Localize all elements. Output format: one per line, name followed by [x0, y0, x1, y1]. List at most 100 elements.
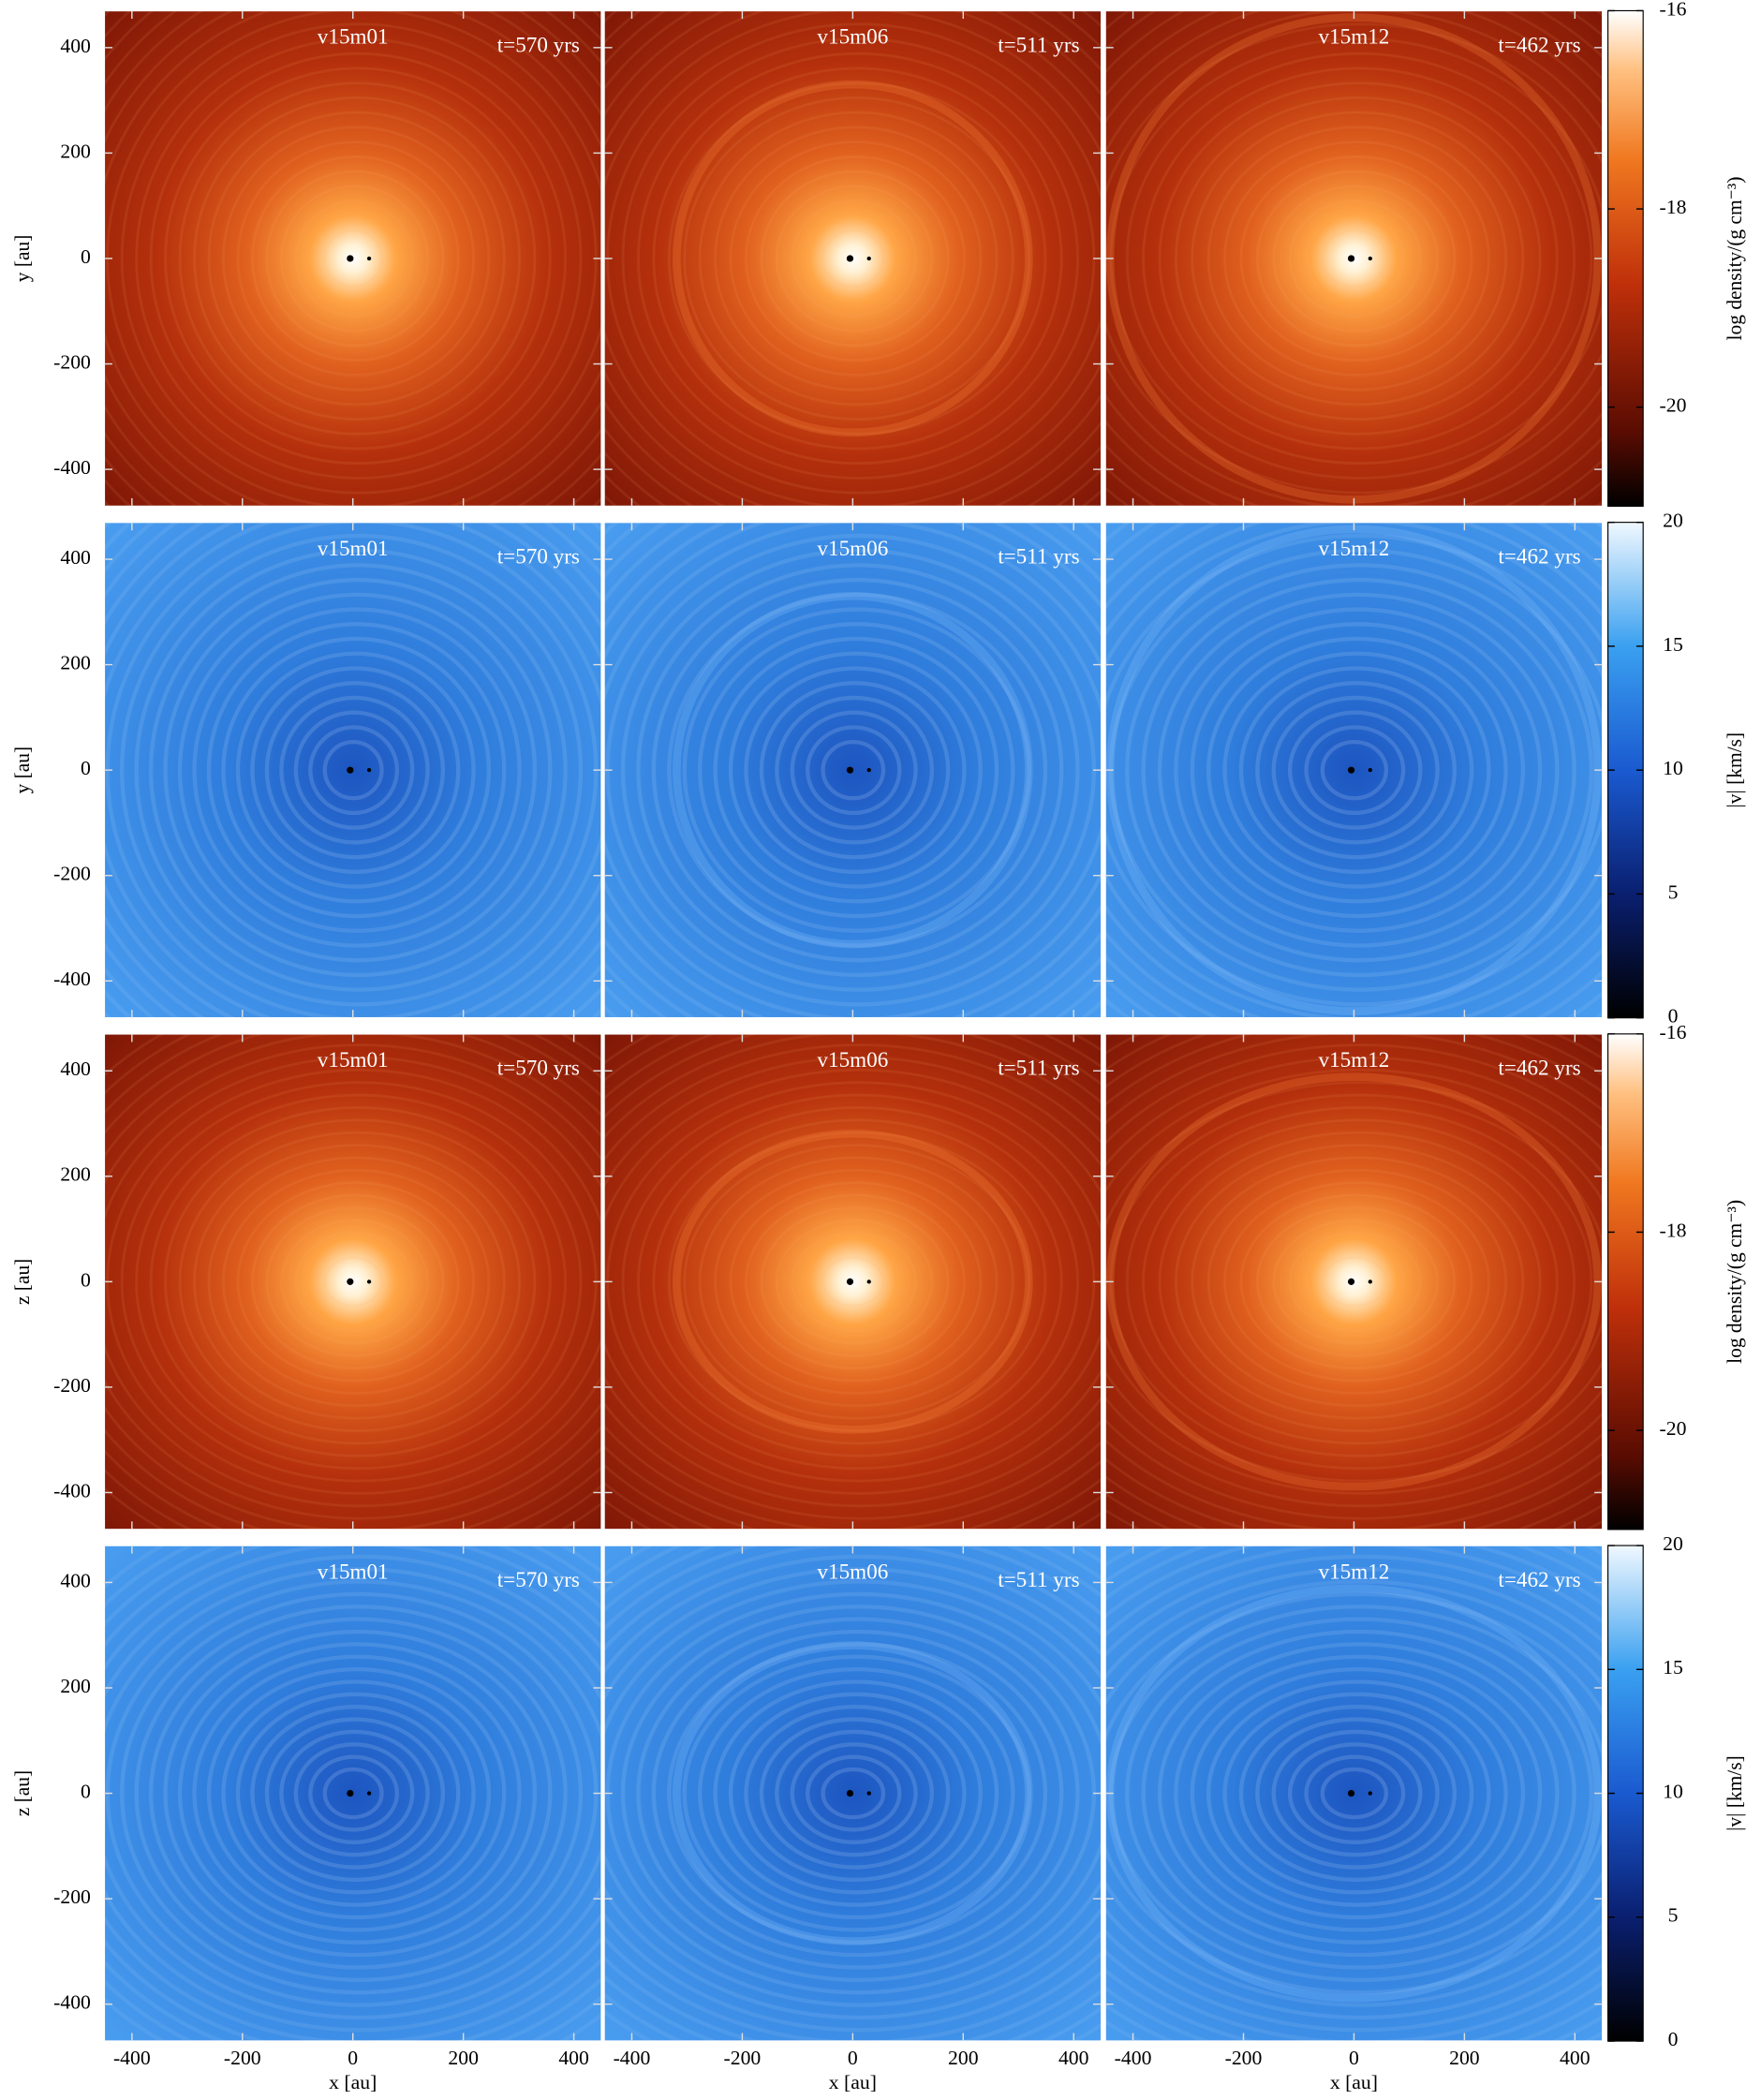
ring — [222, 126, 491, 392]
ring — [744, 1705, 967, 1883]
ring — [698, 622, 1015, 919]
ring — [293, 710, 415, 830]
model-label: v15m06 — [817, 537, 888, 560]
ring — [323, 1256, 383, 1308]
y-tick-label: -200 — [53, 1886, 91, 1908]
ring — [1320, 1767, 1389, 1820]
ring — [713, 1679, 999, 1907]
ring — [667, 1131, 1047, 1433]
ring — [1272, 185, 1440, 333]
y-axis-label: z [au] — [11, 1259, 34, 1305]
sink — [347, 1789, 354, 1797]
model-label: v15m01 — [318, 537, 389, 560]
ring — [1238, 666, 1474, 874]
colorbar-tick-label: 10 — [1663, 1781, 1683, 1803]
ring — [1271, 1729, 1440, 1857]
x-tick-label: -400 — [1115, 2047, 1152, 2069]
ring — [1142, 1118, 1576, 1445]
ring — [149, 1105, 568, 1457]
model-label: v15m12 — [1319, 1560, 1390, 1583]
ring — [683, 96, 1031, 421]
ring — [250, 666, 461, 874]
y-tick-label: -400 — [53, 968, 91, 990]
ring — [134, 1605, 584, 1983]
sink — [866, 768, 871, 773]
colorbar-tick-label: 10 — [1663, 757, 1683, 779]
y-tick-label: 400 — [60, 1057, 91, 1080]
ring — [308, 725, 400, 816]
ring — [759, 681, 951, 860]
ring — [1157, 592, 1560, 948]
ring — [603, 1567, 1102, 2020]
ring — [221, 1679, 492, 1907]
ring — [235, 1692, 476, 1895]
ring — [206, 622, 507, 919]
ring — [1223, 140, 1490, 377]
ring — [1105, 1579, 1603, 2007]
ring — [250, 155, 460, 362]
colorbar-tick-label: 5 — [1668, 1904, 1679, 1927]
ring — [1321, 229, 1388, 288]
x-tick-label: 0 — [1349, 2047, 1359, 2069]
ring — [806, 1244, 901, 1320]
y-tick-label: 400 — [60, 546, 91, 569]
ring — [1105, 1567, 1603, 2020]
ring — [603, 1068, 1102, 1495]
colorbar-tick-label: -18 — [1660, 196, 1687, 218]
x-axis-label: x [au] — [829, 2071, 877, 2093]
time-label: t=570 yrs — [497, 33, 580, 56]
ring — [149, 52, 568, 466]
y-tick-label: 0 — [81, 1268, 91, 1291]
ring — [192, 1654, 522, 1932]
colorbar-tick-label: 0 — [1668, 1005, 1679, 1028]
ring — [652, 67, 1063, 451]
ring — [1105, 22, 1603, 495]
y-tick-label: 0 — [81, 1781, 91, 1803]
ring — [805, 1754, 902, 1832]
ring — [713, 636, 999, 904]
y-tick-label: -200 — [53, 1374, 91, 1397]
ring — [1105, 1068, 1603, 1495]
ring — [1191, 111, 1525, 407]
ring — [293, 1742, 415, 1844]
ring — [1125, 563, 1594, 978]
model-label: v15m12 — [1319, 1048, 1390, 1072]
ring — [682, 1654, 1031, 1932]
ring — [791, 1231, 918, 1333]
ring — [104, 1056, 602, 1508]
ring — [759, 1717, 951, 1870]
ring — [821, 229, 885, 288]
ring — [1304, 1754, 1406, 1832]
y-tick-label: 0 — [81, 757, 91, 779]
sink — [846, 766, 854, 774]
panel — [104, 1545, 602, 2042]
ring — [236, 1181, 476, 1383]
panel — [104, 522, 602, 1018]
colorbar-tick-label: 20 — [1663, 1532, 1683, 1555]
sink — [366, 1791, 372, 1796]
sink — [1368, 1791, 1372, 1796]
ring — [1105, 1056, 1603, 1508]
x-tick-label: -400 — [614, 2047, 651, 2069]
ring — [1206, 636, 1508, 904]
ring — [821, 739, 886, 801]
sink — [347, 766, 354, 774]
ring — [1141, 577, 1576, 963]
ring — [135, 1093, 583, 1471]
ring — [1105, 1554, 1603, 2033]
ring — [1190, 1666, 1526, 1920]
ring — [603, 1579, 1102, 2007]
x-tick-label: 200 — [448, 2047, 479, 2069]
y-tick-label: -200 — [53, 351, 91, 374]
shell — [673, 1641, 1033, 1945]
sink — [366, 1279, 372, 1284]
model-label: v15m01 — [318, 25, 389, 49]
shell — [673, 1130, 1033, 1434]
ring — [294, 1231, 414, 1333]
y-tick-label: 400 — [60, 35, 91, 57]
ring — [134, 548, 584, 992]
colorbar-tick-label: 15 — [1663, 1656, 1683, 1679]
ring — [714, 1168, 999, 1395]
sink — [1368, 768, 1372, 773]
colorbar — [1607, 1033, 1644, 1531]
